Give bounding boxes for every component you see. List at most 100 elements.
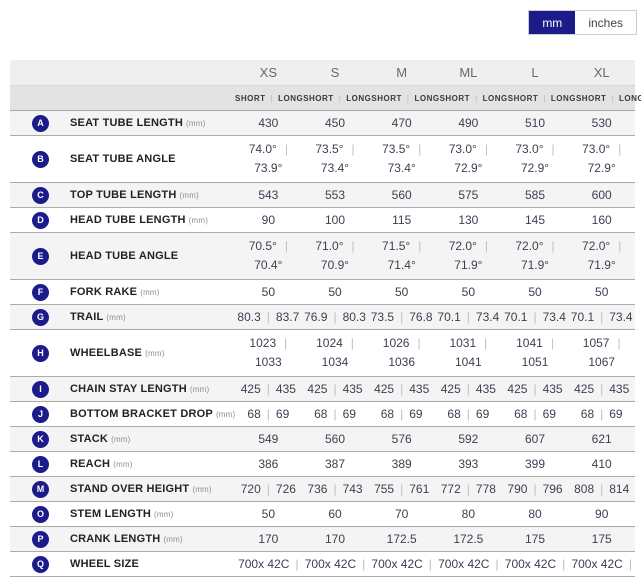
table-row: M STAND OVER HEIGHT (mm) 720 | 726 736 | 743 755 |…: [10, 477, 635, 502]
value-separator: |: [618, 239, 622, 253]
value-cell: 50: [261, 507, 276, 521]
value-cell: 790 | 796: [502, 477, 569, 501]
value-column: 592: [435, 427, 502, 451]
short-value: 73.0° |: [448, 142, 488, 156]
table-row: J BOTTOM BRACKET DROP (mm) 68 | 69 68 | 69 68 | 69 6…: [10, 402, 635, 427]
long-value: 71.9°: [520, 258, 550, 272]
short-value: 73.5° |: [315, 142, 355, 156]
value-cell: 170: [324, 532, 346, 546]
table-row: I CHAIN STAY LENGTH (mm) 425 | 435 425 | 435 425 |…: [10, 377, 635, 402]
value-cell: 389: [391, 457, 412, 471]
fit-header-s: SHORT | LONG: [303, 86, 371, 110]
row-label-cell: A SEAT TUBE LENGTH (mm): [10, 111, 235, 135]
size-header-m: M: [396, 65, 408, 80]
fit-long-label: LONG: [414, 93, 440, 103]
value-column: 607: [502, 427, 569, 451]
value-separator: |: [350, 336, 354, 350]
value-separator: |: [611, 93, 615, 103]
value-cell: 1023 | 1033: [235, 330, 302, 376]
row-unit-label: (mm): [140, 288, 160, 297]
fit-long-label: LONG: [550, 93, 576, 103]
row-letter-badge: I: [32, 380, 49, 398]
value-column: 130: [435, 208, 502, 232]
value-separator: |: [333, 407, 337, 421]
value-column: 74.0° | 73.9°: [235, 136, 302, 182]
value-column: 68 | 69: [368, 402, 435, 426]
value-cell: 70.5° | 70.4°: [235, 233, 302, 279]
long-value: 72.9°: [520, 161, 550, 175]
row-label: STAND OVER HEIGHT (mm): [70, 483, 212, 495]
value-column: 160: [568, 208, 635, 232]
value-column: 50: [502, 280, 569, 304]
value-column: 172.5: [435, 527, 502, 551]
value-cell: 80: [528, 507, 542, 521]
value-cell: 72.0° | 71.9°: [568, 233, 635, 279]
value-cell: 560: [391, 188, 412, 202]
value-column: 70: [368, 502, 435, 526]
value-column: 50: [302, 280, 369, 304]
value-column: 68 | 69: [568, 402, 635, 426]
row-unit-label: (mm): [106, 313, 126, 322]
value-separator: |: [466, 407, 470, 421]
value-column: 410: [568, 452, 635, 476]
value-separator: |: [475, 93, 478, 103]
row-label-cell: C TOP TUBE LENGTH (mm): [10, 183, 235, 207]
value-separator: |: [418, 142, 422, 156]
value-cell: 72.0° | 71.9°: [435, 233, 502, 279]
short-value: 1041 |: [516, 336, 554, 350]
value-separator: |: [533, 310, 537, 324]
value-cell: 60: [328, 507, 342, 521]
value-cell: 71.5° | 71.4°: [368, 233, 435, 279]
value-column: 510: [502, 111, 569, 135]
row-label: CHAIN STAY LENGTH (mm): [70, 383, 210, 395]
short-value: 73.5: [370, 310, 395, 324]
row-label-cell: H WHEELBASE (mm): [10, 330, 235, 376]
value-column: 530: [568, 111, 635, 135]
row-letter-badge: C: [32, 186, 49, 204]
value-separator: |: [266, 407, 270, 421]
row-unit-label: (mm): [145, 349, 165, 358]
short-value: 74.0° |: [248, 142, 288, 156]
value-column: 553: [302, 183, 369, 207]
value-column: 1057 | 1067: [568, 330, 635, 376]
mm-toggle-button[interactable]: mm: [529, 11, 576, 34]
row-label-cell: O STEM LENGTH (mm): [10, 502, 235, 526]
long-value: 83.7: [275, 310, 300, 324]
value-cell: 68 | 69: [502, 402, 569, 426]
value-column: 425 | 435: [368, 377, 435, 401]
value-column: 68 | 69: [235, 402, 302, 426]
value-separator: |: [270, 93, 274, 103]
value-column: 50: [568, 280, 635, 304]
value-separator: |: [284, 336, 288, 350]
value-column: 808 | 814: [568, 477, 635, 501]
fit-header-m: SHORT | LONG: [371, 86, 439, 110]
table-row: P CRANK LENGTH (mm) 170 170 172.5 172.5 175 175: [10, 527, 635, 552]
inches-toggle-button[interactable]: inches: [575, 11, 636, 34]
value-cell: 73.0° | 72.9°: [568, 136, 635, 182]
fit-header-row: SHORT | LONG SHORT | LONG SHORT | LONG SHORT | LONG…: [10, 86, 641, 111]
long-value: 796: [542, 482, 563, 496]
short-value: 70.1: [437, 310, 461, 324]
value-separator: |: [466, 382, 470, 396]
value-separator: |: [351, 142, 355, 156]
short-value: 68: [314, 407, 328, 421]
value-cell: 73.5 | 76.8: [368, 305, 435, 329]
short-value: 425: [240, 382, 261, 396]
short-value: 68: [514, 407, 528, 421]
value-cell: 73.0° | 72.9°: [435, 136, 502, 182]
row-unit-label: (mm): [113, 460, 133, 469]
value-separator: |: [400, 382, 404, 396]
value-column: 73.5° | 73.4°: [368, 136, 435, 182]
value-column: 700x 42C |: [502, 552, 569, 576]
value-column: 72.0° | 71.9°: [568, 233, 635, 279]
row-label: BOTTOM BRACKET DROP (mm): [70, 408, 236, 420]
row-label-cell: I CHAIN STAY LENGTH (mm): [10, 377, 235, 401]
row-label-cell: Q WHEEL SIZE: [10, 552, 235, 576]
row-label-cell: K STACK (mm): [10, 427, 235, 451]
row-letter-badge: A: [32, 114, 49, 132]
value-column: 175: [568, 527, 635, 551]
short-value: 80.3: [237, 310, 261, 324]
value-cell: 130: [458, 213, 479, 227]
row-label-cell: M STAND OVER HEIGHT (mm): [10, 477, 235, 501]
